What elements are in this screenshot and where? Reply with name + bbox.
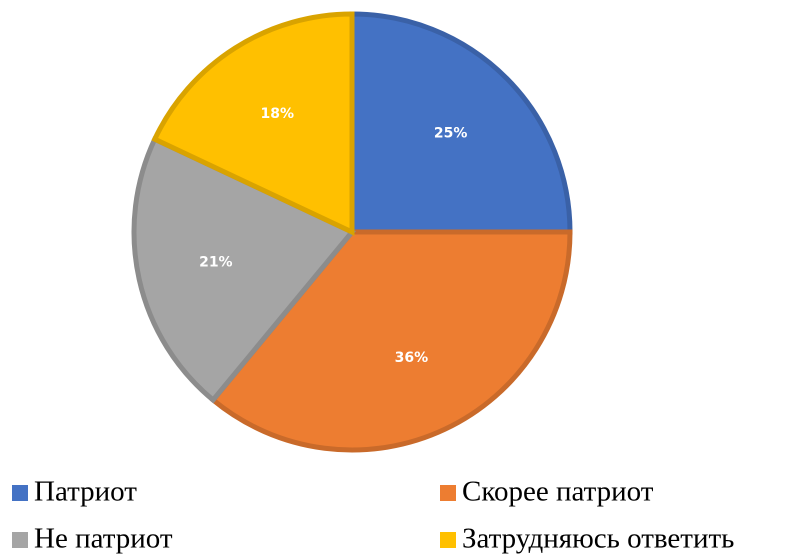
data-label: 18% <box>260 106 294 122</box>
legend-label: Не патриот <box>34 523 173 555</box>
pie-slice <box>209 229 573 453</box>
pie-slice <box>131 135 356 404</box>
legend-swatch <box>12 485 28 501</box>
legend-label: Патриот <box>34 476 137 508</box>
data-label: 25% <box>434 125 468 141</box>
legend-label: Затрудняюсь ответить <box>462 523 734 555</box>
legend-swatch <box>440 485 456 501</box>
legend-swatch <box>440 532 456 548</box>
data-label: 21% <box>199 254 233 270</box>
legend-label: Скорее патриот <box>462 476 654 508</box>
pie-slice <box>349 11 573 235</box>
legend-swatch <box>12 532 28 548</box>
pie-slice <box>151 11 355 236</box>
data-label: 36% <box>395 350 429 366</box>
